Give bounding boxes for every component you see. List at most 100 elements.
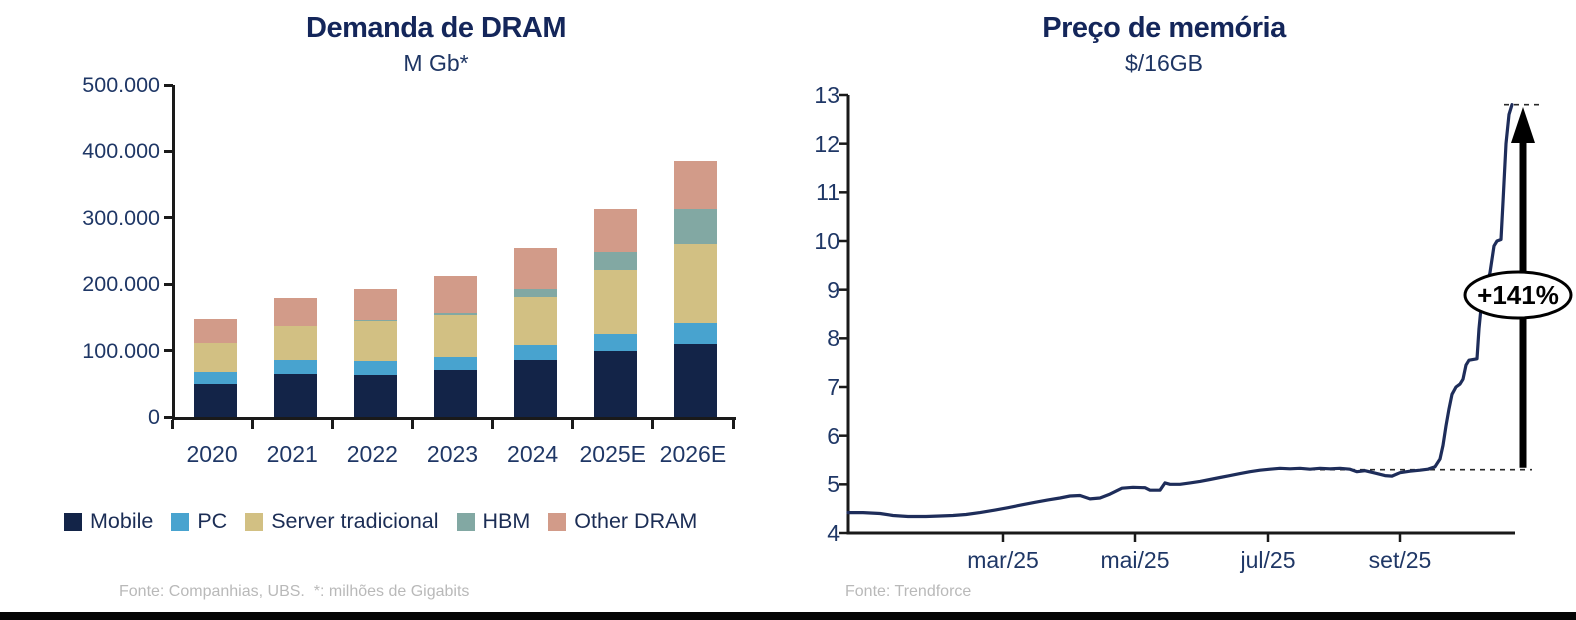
legend-item-pc: PC	[171, 509, 227, 534]
y-tick-label: 8	[827, 325, 840, 352]
legend-swatch-icon	[456, 512, 475, 531]
legend-item-other-dram: Other DRAM	[548, 509, 697, 534]
legend-label: PC	[197, 509, 228, 533]
legend-item-mobile: Mobile	[64, 509, 153, 534]
bar-stack-2024	[514, 247, 558, 417]
price-line-series	[846, 103, 1514, 519]
legend-label: Other DRAM	[574, 509, 698, 533]
annotation-ellipse	[1463, 270, 1573, 320]
x-tick	[250, 420, 254, 429]
bar-segment-server-tradicional	[273, 326, 317, 360]
bar-segment-mobile	[674, 343, 718, 417]
legend-label: HBM	[482, 509, 531, 533]
y-tick	[164, 149, 173, 153]
bar-segment-server-tradicional	[594, 270, 638, 335]
bar-stack-2021	[273, 298, 317, 417]
x-tick	[571, 420, 575, 429]
bar-stack-2025E	[594, 209, 638, 417]
x-tick-label: mai/25	[1100, 547, 1170, 573]
price-chart-subtitle: $/16GB	[1125, 50, 1203, 76]
x-tick	[330, 420, 334, 429]
legend-swatch-icon	[548, 512, 567, 531]
bar-segment-other-dram	[193, 318, 237, 343]
bar-segment-hbm	[514, 288, 558, 297]
bar-segment-pc	[353, 361, 397, 376]
price-axes	[846, 95, 1515, 535]
bar-segment-pc	[273, 359, 317, 374]
x-tick-label: set/25	[1368, 547, 1432, 573]
price-plot-area: +141%	[839, 93, 1573, 543]
legend-label: Server tradicional	[271, 509, 439, 533]
y-tick	[164, 349, 173, 353]
y-tick	[164, 216, 173, 220]
x-tick	[170, 420, 174, 429]
y-tick	[164, 83, 173, 87]
bar-segment-other-dram	[514, 247, 558, 289]
legend-label: Mobile	[90, 509, 154, 533]
bar-segment-server-tradicional	[434, 315, 477, 357]
x-tick	[410, 420, 414, 429]
bar-segment-pc	[193, 371, 237, 384]
bar-segment-pc	[594, 334, 638, 352]
bar-segment-server-tradicional	[674, 244, 718, 323]
x-tick-label: mar/25	[967, 547, 1039, 573]
x-tick-label: 2022	[346, 441, 398, 467]
y-tick-label: 5	[827, 471, 840, 498]
y-tick-label: 6	[827, 422, 840, 449]
bar-segment-other-dram	[353, 288, 397, 321]
y-tick-label: 13	[814, 82, 840, 108]
y-tick-label: 10	[814, 228, 840, 254]
y-tick-label: 11	[816, 179, 840, 206]
bar-stack-2022	[353, 288, 397, 417]
bar-segment-hbm	[434, 313, 477, 316]
bar-segment-pc	[434, 356, 477, 370]
y-tick-label: 200.000	[82, 272, 160, 297]
dram-source-note: Fonte: Companhias, UBS. *: milhões de Gi…	[119, 583, 470, 600]
bar-segment-other-dram	[434, 276, 477, 314]
x-tick	[731, 420, 735, 429]
bar-segment-other-dram	[674, 160, 718, 210]
price-source-note: Fonte: Trendforce	[845, 583, 972, 600]
bar-segment-server-tradicional	[353, 320, 397, 362]
bar-segment-pc	[674, 322, 718, 344]
y-tick-label: 12	[814, 130, 840, 157]
x-tick-label: 2026E	[659, 441, 727, 467]
legend-swatch-icon	[171, 512, 190, 531]
y-tick-label: 7	[827, 374, 840, 400]
x-tick-label: 2020	[186, 441, 238, 467]
bar-segment-other-dram	[273, 298, 317, 327]
legend-swatch-icon	[64, 512, 82, 531]
bar-segment-hbm	[594, 252, 638, 271]
x-tick-label: 2025E	[579, 441, 647, 467]
bottom-divider-bar	[0, 612, 1576, 620]
y-tick-label: 500.000	[82, 73, 160, 97]
y-tick-label: 9	[827, 276, 840, 303]
y-tick-label: 4	[827, 520, 840, 546]
x-tick-label: 2021	[266, 441, 318, 467]
bar-segment-other-dram	[594, 209, 638, 253]
y-tick-label: 0	[148, 405, 160, 429]
price-chart-title: Preço de memória	[1042, 12, 1286, 44]
x-tick-label: jul/25	[1240, 547, 1296, 573]
bar-segment-hbm	[353, 320, 397, 321]
legend-item-server-tradicional: Server tradicional	[245, 509, 439, 534]
bar-segment-pc	[514, 344, 558, 360]
bar-segment-server-tradicional	[193, 342, 237, 372]
y-tick-label: 100.000	[82, 338, 160, 363]
dram-legend: Mobile PC Server tradicional HBM Other DRAM	[64, 509, 697, 534]
bar-segment-mobile	[434, 369, 477, 417]
x-tick	[491, 420, 495, 429]
x-tick	[651, 420, 655, 429]
up-arrow-head-icon	[1511, 107, 1535, 143]
x-tick-label: 2024	[507, 441, 559, 467]
y-tick-label: 300.000	[82, 205, 160, 230]
dram-plot-area	[172, 85, 736, 420]
bar-segment-mobile	[594, 351, 638, 417]
bar-segment-hbm	[674, 209, 718, 245]
bar-segment-mobile	[273, 373, 317, 417]
annotation-label: +141%	[1477, 280, 1559, 310]
bar-segment-mobile	[353, 375, 397, 417]
bar-stack-2026E	[674, 160, 718, 417]
y-tick	[164, 415, 173, 419]
